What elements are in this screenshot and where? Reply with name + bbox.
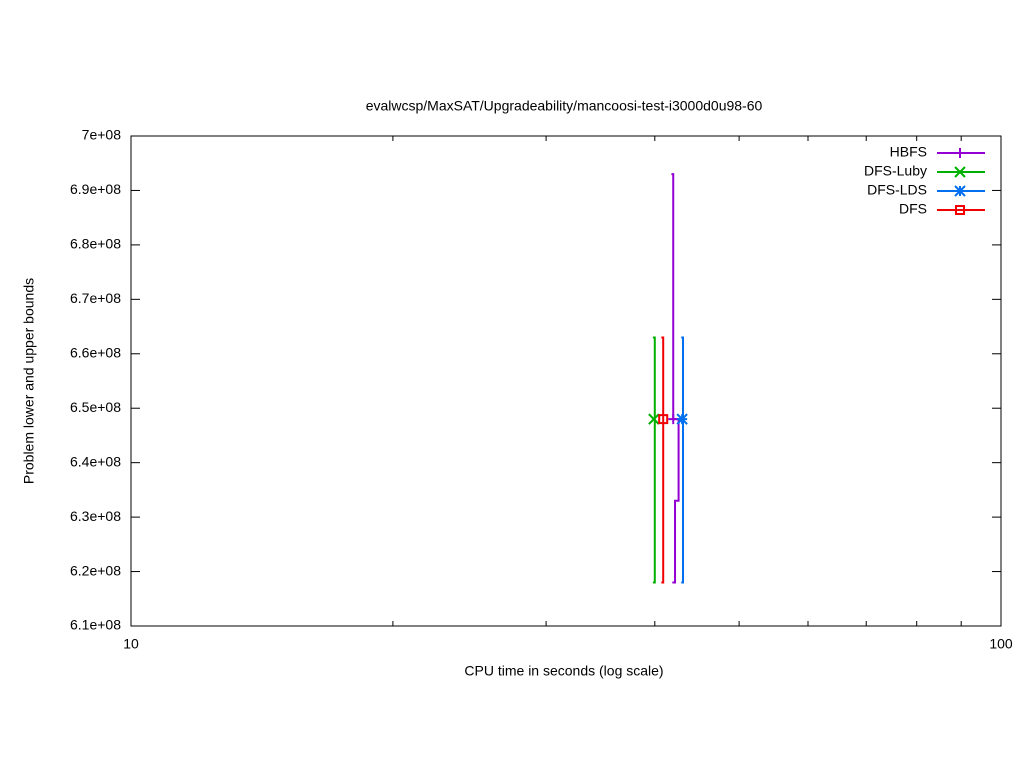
plot-frame xyxy=(130,135,1002,627)
series-line xyxy=(652,336,656,584)
y-tick-label: 6.1e+08 xyxy=(70,617,121,633)
legend-label: DFS-Luby xyxy=(864,163,927,179)
y-axis-label: Problem lower and upper bounds xyxy=(21,278,37,484)
marker xyxy=(955,148,965,158)
marker xyxy=(648,413,660,425)
marker xyxy=(668,414,679,425)
y-tick-label: 6.4e+08 xyxy=(70,453,121,469)
series-line xyxy=(681,336,684,584)
marker xyxy=(955,205,965,215)
series-line xyxy=(661,336,665,584)
y-tick-label: 6.9e+08 xyxy=(70,181,121,197)
x-tick-label: 100 xyxy=(989,636,1013,652)
y-tick-label: 6.3e+08 xyxy=(70,508,121,524)
marker xyxy=(954,185,966,197)
y-tick-label: 6.7e+08 xyxy=(70,290,121,306)
chart-title: evalwcsp/MaxSAT/Upgradeability/mancoosi-… xyxy=(366,98,763,114)
y-tick-label: 7e+08 xyxy=(82,127,122,143)
series-line xyxy=(671,173,680,584)
marker xyxy=(954,166,966,178)
y-tick-label: 6.5e+08 xyxy=(70,399,121,415)
y-tick-label: 6.8e+08 xyxy=(70,236,121,252)
legend-label: HBFS xyxy=(890,144,927,160)
marker xyxy=(676,413,688,425)
x-axis-label: CPU time in seconds (log scale) xyxy=(464,663,663,679)
legend-label: DFS xyxy=(899,201,927,217)
legend-label: DFS-LDS xyxy=(867,182,927,198)
y-tick-label: 6.6e+08 xyxy=(70,344,121,360)
x-tick-label: 10 xyxy=(123,636,139,652)
marker xyxy=(658,414,669,425)
y-tick-label: 6.2e+08 xyxy=(70,562,121,578)
